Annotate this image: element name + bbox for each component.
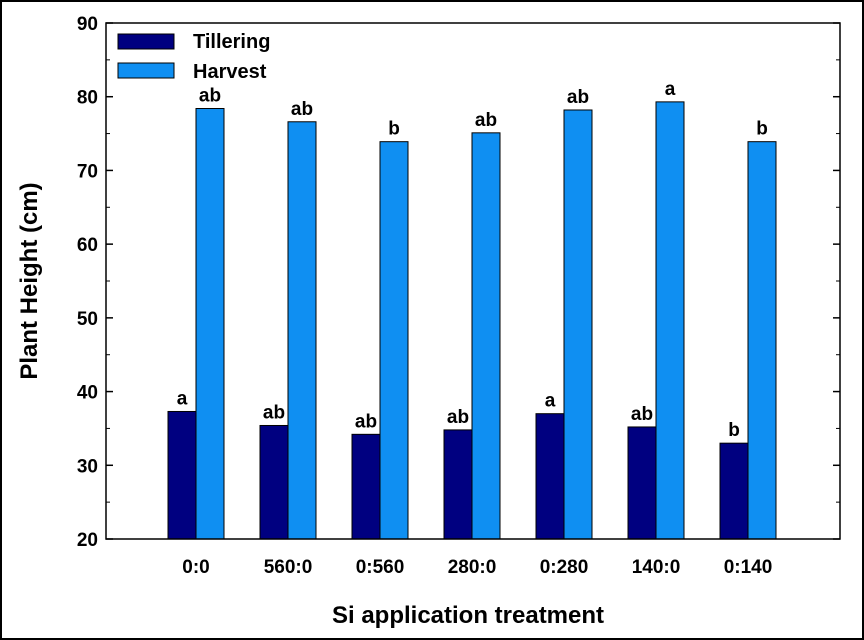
bar-letter-label: b	[728, 420, 740, 441]
bar-tillering-5	[627, 426, 657, 540]
y-tick-label: 90	[77, 14, 98, 35]
x-tick-label: 0:0	[182, 557, 209, 578]
bar-tillering-4	[535, 413, 565, 540]
bar-letter-label: ab	[567, 87, 589, 108]
bar-harvest-1	[287, 121, 317, 540]
x-tick-label: 0:560	[356, 557, 405, 578]
y-axis: 20 30 40 50 60 70 80 90	[77, 14, 840, 551]
y-tick-label: 80	[77, 88, 98, 109]
bar-letter-label: ab	[631, 404, 653, 425]
legend: Tillering Harvest	[117, 31, 270, 83]
y-tick-label: 60	[77, 235, 98, 256]
x-tick-label: 280:0	[448, 557, 497, 578]
bar-letter-label: a	[665, 79, 676, 100]
bar-letter-label: ab	[263, 402, 285, 423]
bar-letter-label: ab	[291, 99, 313, 120]
y-tick-label: 40	[77, 383, 98, 404]
bar-letter-label: a	[545, 391, 556, 412]
bars-layer	[167, 101, 777, 540]
bar-harvest-2	[379, 141, 409, 540]
x-axis: 0:0 560:0 0:560 280:0 0:280 140:0 0:140	[182, 557, 772, 578]
bar-harvest-3	[471, 132, 501, 540]
x-tick-label: 0:280	[540, 557, 589, 578]
bar-letter-label: a	[177, 388, 188, 409]
bar-letter-label: ab	[475, 110, 497, 131]
bar-tillering-3	[443, 429, 473, 540]
bar-harvest-4	[563, 109, 593, 540]
bar-tillering-0	[167, 410, 197, 540]
x-axis-title: Si application treatment	[332, 602, 604, 629]
legend-label-tillering: Tillering	[193, 31, 270, 53]
x-tick-label: 140:0	[632, 557, 681, 578]
bar-harvest-0	[195, 108, 225, 540]
bar-harvest-6	[747, 141, 777, 540]
bar-tillering-6	[719, 442, 749, 540]
bar-letter-label: b	[756, 119, 768, 140]
y-tick-label: 20	[77, 530, 98, 551]
bar-tillering-1	[259, 424, 289, 540]
bar-tillering-2	[351, 433, 381, 540]
y-tick-label: 30	[77, 456, 98, 477]
bar-letter-label: ab	[355, 411, 377, 432]
y-tick-label: 50	[77, 309, 98, 330]
y-axis-title: Plant Height (cm)	[16, 182, 43, 379]
bar-harvest-5	[655, 101, 685, 540]
bar-letter-label: ab	[199, 86, 221, 107]
x-tick-label: 560:0	[264, 557, 313, 578]
bar-letter-label: ab	[447, 407, 469, 428]
x-tick-label: 0:140	[724, 557, 773, 578]
legend-swatch-tillering	[117, 33, 175, 50]
legend-label-harvest: Harvest	[193, 61, 267, 83]
bar-letter-label: b	[388, 119, 400, 140]
y-tick-label: 70	[77, 161, 98, 182]
legend-swatch-harvest	[117, 62, 175, 79]
